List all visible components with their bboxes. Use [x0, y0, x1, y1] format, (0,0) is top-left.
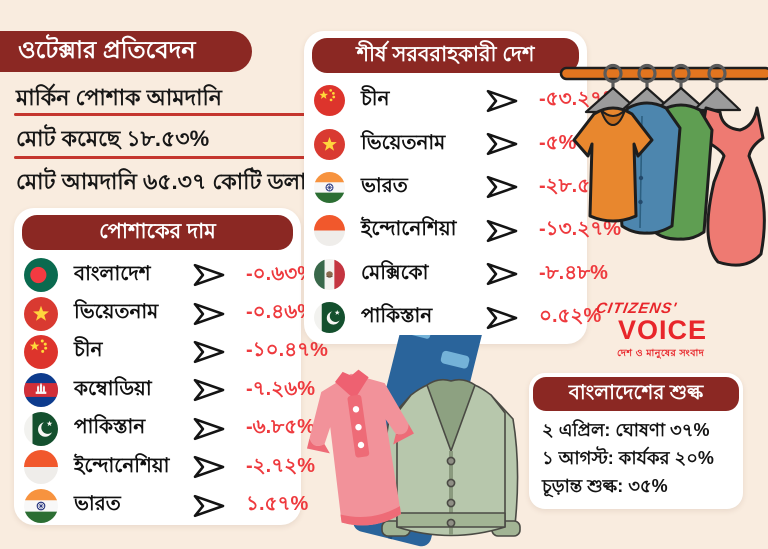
divider-rule-1 [14, 113, 307, 116]
country-label: ইন্দোনেশিয়া [361, 218, 457, 241]
arrow-right-icon [190, 300, 238, 328]
arrow-right-icon [190, 415, 238, 443]
clothes-pile-illustration [306, 335, 521, 547]
arrow-right-icon [483, 217, 531, 245]
flag-pakistan-icon [24, 412, 58, 446]
supplier-row-mexico: মেক্সিকো -৮.৪৮% [314, 253, 608, 296]
flag-china-icon [24, 335, 58, 369]
percent-value: -১৩.২৭% [539, 218, 621, 241]
percent-value: -৫% [539, 131, 577, 154]
arrow-right-icon [483, 87, 531, 115]
arrow-right-icon [190, 492, 238, 520]
flag-vietnam-icon [314, 129, 345, 160]
bangladesh-tariff-panel: বাংলাদেশের শুল্ক ২ এপ্রিল: ঘোষণা ৩৭% ১ আ… [529, 373, 743, 509]
flag-mexico-icon [314, 259, 345, 290]
supplier-row-china: চীন -৫৩.২৭% [314, 79, 621, 122]
arrow-right-icon [483, 130, 531, 158]
tariff-line-1: ২ এপ্রিল: ঘোষণা ৩৭% [542, 420, 710, 440]
supplier-row-vietnam: ভিয়েতনাম -৫% [314, 122, 581, 165]
brand-tagline: দেশ ও মানুষের সংবাদ [617, 348, 705, 359]
price-change-panel: পোশাকের দাম বাংলাদেশ -০.৬৩% ভিয়েতনাম -০… [14, 208, 328, 525]
supplier-row-indonesia: ইন্দোনেশিয়া -১৩.২৭% [314, 209, 621, 252]
dress-shape [699, 106, 766, 267]
clothes-rack-illustration [559, 63, 768, 267]
price-panel-title: পোশাকের দাম [22, 215, 293, 250]
polo-shirt-shape [306, 369, 414, 526]
arrow-right-icon [190, 338, 238, 366]
cardigan-shape [381, 378, 521, 537]
percent-value: -৮.৪৮% [539, 261, 608, 284]
flag-indonesia-icon [24, 450, 58, 484]
percent-value: -১০.৪৭% [246, 339, 328, 362]
tshirt-shape [572, 106, 654, 223]
country-label: ভারত [361, 174, 408, 197]
price-row-pakistan: পাকিস্তান -৬.৮৫% [24, 410, 315, 448]
report-title-banner: ওটেক্সার প্রতিবেদন [0, 31, 252, 72]
percent-value: -৭.২৬% [246, 377, 316, 400]
brand-main-text: VOICE [618, 315, 708, 345]
arrow-right-icon [190, 453, 238, 481]
percent-value: -২.৭২% [246, 454, 316, 477]
arrow-right-icon [190, 376, 238, 404]
flag-vietnam-icon [24, 297, 58, 331]
country-label: ভিয়েতনাম [361, 131, 446, 154]
price-row-vietnam: ভিয়েতনাম -০.৪৬% [24, 294, 315, 332]
country-label: বাংলাদেশ [74, 262, 151, 285]
brand-top-text: CITIZENS' [594, 300, 679, 317]
tariff-panel-title: বাংলাদেশের শুল্ক [533, 377, 739, 411]
percent-value: -০.৬৩% [246, 262, 316, 285]
country-label: পাকিস্তান [74, 416, 146, 439]
flag-india-icon [24, 489, 58, 523]
price-row-bangladesh: বাংলাদেশ -০.৬৩% [24, 256, 315, 294]
supplier-row-pakistan: পাকিস্তান ০.৫২% [314, 296, 601, 339]
price-row-china: চীন -১০.৪৭% [24, 333, 328, 371]
report-title: ওটেক্সার প্রতিবেদন [18, 36, 196, 64]
tariff-line-2: ১ আগস্ট: কার্যকর ২০% [542, 448, 714, 468]
citizens-voice-logo: CITIZENS' VOICE দেশ ও মানুষের সংবাদ [594, 300, 750, 362]
flag-indonesia-icon [314, 215, 345, 246]
price-panel-rows: বাংলাদেশ -০.৬৩% ভিয়েতনাম -০.৪৬% চীন -১০… [14, 253, 328, 525]
country-label: ইন্দোনেশিয়া [74, 454, 170, 477]
price-row-indonesia: ইন্দোনেশিয়া -২.৭২% [24, 448, 315, 486]
percent-value: ১.৫৭% [246, 493, 309, 516]
country-label: চীন [74, 339, 103, 362]
country-label: ভিয়েতনাম [74, 301, 159, 324]
flag-china-icon [314, 85, 345, 116]
arrow-right-icon [483, 260, 531, 288]
tariff-lines: ২ এপ্রিল: ঘোষণা ৩৭% ১ আগস্ট: কার্যকর ২০%… [529, 413, 743, 500]
tariff-line-3: চূড়ান্ত শুল্ক: ৩৫% [542, 476, 668, 496]
percent-value: -০.৪৬% [246, 301, 315, 324]
country-label: চীন [361, 88, 390, 111]
report-line-2: মোট কমেছে ১৮.৫৩% [16, 126, 210, 151]
percent-value: -৬.৮৫% [246, 416, 315, 439]
price-row-cambodia: কম্বোডিয়া -৭.২৬% [24, 371, 315, 409]
price-row-india: ভারত ১.৫৭% [24, 486, 308, 524]
flag-bangladesh-icon [24, 258, 58, 292]
flag-cambodia-icon [24, 373, 58, 407]
arrow-right-icon [483, 304, 531, 332]
flag-india-icon [314, 172, 345, 203]
report-line-3: মোট আমদানি ৬৫.৩৭ কোটি ডলার। [16, 169, 327, 194]
country-label: পাকিস্তান [361, 305, 433, 328]
arrow-right-icon [190, 261, 238, 289]
supplier-panel-rows: চীন -৫৩.২৭% ভিয়েতনাম -৫% ভারত -২৮.৫৭% ই… [304, 76, 621, 339]
divider-rule-2 [14, 156, 307, 159]
percent-value: ০.৫২% [539, 305, 602, 328]
arrow-right-icon [483, 173, 531, 201]
flag-pakistan-icon [314, 302, 345, 333]
supplier-row-india: ভারত -২৮.৫৭% [314, 166, 621, 209]
report-line-1: মার্কিন পোশাক আমদানি [16, 85, 222, 110]
country-label: কম্বোডিয়া [74, 377, 152, 400]
supplier-panel-title: শীর্ষ সরবরাহকারী দেশ [312, 38, 579, 73]
country-label: ভারত [74, 493, 121, 516]
top-suppliers-panel: শীর্ষ সরবরাহকারী দেশ চীন -৫৩.২৭% ভিয়েতন… [304, 31, 621, 344]
country-label: মেক্সিকো [361, 261, 429, 284]
